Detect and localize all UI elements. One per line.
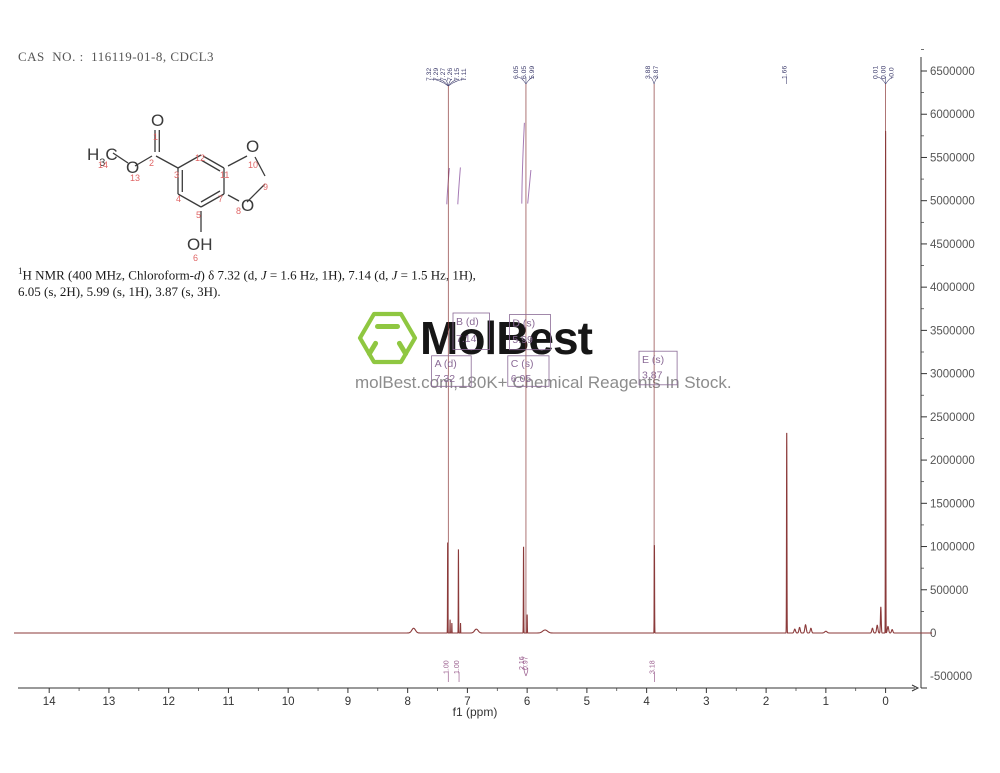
svg-text:B (d): B (d) (456, 316, 479, 328)
svg-text:D (s): D (s) (512, 318, 535, 330)
svg-text:A (d): A (d) (435, 358, 457, 370)
svg-text:C (s): C (s) (511, 358, 534, 370)
svg-text:6.05: 6.05 (511, 373, 532, 385)
svg-text:E (s): E (s) (642, 354, 664, 366)
svg-text:7.14: 7.14 (456, 333, 477, 345)
svg-text:5.99: 5.99 (512, 334, 533, 346)
svg-text:7.32: 7.32 (435, 373, 456, 385)
svg-text:3.87: 3.87 (642, 370, 663, 382)
